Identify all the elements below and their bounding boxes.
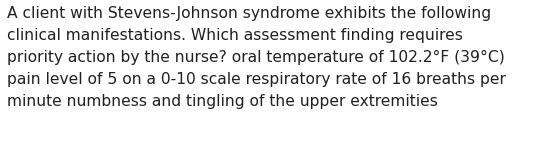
- Text: A client with Stevens-Johnson syndrome exhibits the following
clinical manifesta: A client with Stevens-Johnson syndrome e…: [7, 6, 506, 109]
